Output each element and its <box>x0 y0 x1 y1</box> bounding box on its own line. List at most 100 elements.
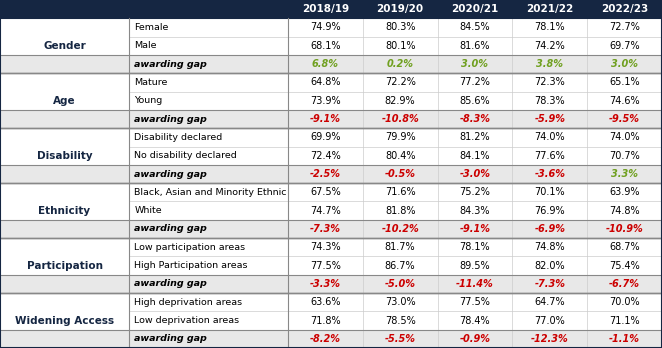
Text: 78.3%: 78.3% <box>534 96 565 106</box>
Text: -7.3%: -7.3% <box>310 224 341 234</box>
Text: -6.9%: -6.9% <box>534 224 565 234</box>
Bar <box>0 220 662 238</box>
Text: 72.4%: 72.4% <box>310 151 341 161</box>
Text: 77.2%: 77.2% <box>459 77 491 87</box>
Text: awarding gap: awarding gap <box>134 224 207 234</box>
Text: -0.9%: -0.9% <box>459 334 491 344</box>
Text: -8.3%: -8.3% <box>459 114 491 124</box>
Text: awarding gap: awarding gap <box>134 334 207 343</box>
Bar <box>129 37 662 55</box>
Text: 2022/23: 2022/23 <box>601 4 648 14</box>
Text: awarding gap: awarding gap <box>134 60 207 69</box>
Text: -1.1%: -1.1% <box>609 334 640 344</box>
Text: High deprivation areas: High deprivation areas <box>134 298 242 307</box>
Text: Participation: Participation <box>26 261 103 271</box>
Text: 78.4%: 78.4% <box>459 316 491 325</box>
Text: 67.5%: 67.5% <box>310 187 341 197</box>
Text: 68.7%: 68.7% <box>609 242 640 252</box>
Text: 64.8%: 64.8% <box>310 77 341 87</box>
Bar <box>0 110 662 128</box>
Text: 0.2%: 0.2% <box>387 59 414 69</box>
Text: -10.9%: -10.9% <box>606 224 643 234</box>
Bar <box>129 73 662 92</box>
Text: 74.0%: 74.0% <box>534 132 565 142</box>
Text: Ethnicity: Ethnicity <box>38 206 91 216</box>
Text: -10.8%: -10.8% <box>381 114 419 124</box>
Text: 77.6%: 77.6% <box>534 151 565 161</box>
Bar <box>129 293 662 311</box>
Text: 74.2%: 74.2% <box>534 41 565 51</box>
Text: Disability: Disability <box>36 151 93 161</box>
Text: 74.8%: 74.8% <box>609 206 640 216</box>
Text: 74.9%: 74.9% <box>310 23 341 32</box>
Text: 77.5%: 77.5% <box>459 297 491 307</box>
Text: 75.4%: 75.4% <box>609 261 640 271</box>
Text: 82.9%: 82.9% <box>385 96 416 106</box>
Text: Gender: Gender <box>43 41 86 51</box>
Text: Disability declared: Disability declared <box>134 133 222 142</box>
Text: -5.5%: -5.5% <box>385 334 416 344</box>
Text: 71.1%: 71.1% <box>609 316 640 325</box>
Text: awarding gap: awarding gap <box>134 169 207 179</box>
Text: 6.8%: 6.8% <box>312 59 339 69</box>
Text: 81.8%: 81.8% <box>385 206 416 216</box>
Bar <box>0 330 662 348</box>
Text: -12.3%: -12.3% <box>531 334 569 344</box>
Text: 72.3%: 72.3% <box>534 77 565 87</box>
Bar <box>129 183 662 201</box>
Text: 76.9%: 76.9% <box>534 206 565 216</box>
Bar <box>129 18 662 37</box>
Text: Young: Young <box>134 96 163 105</box>
Text: -3.3%: -3.3% <box>310 279 341 289</box>
Text: 71.6%: 71.6% <box>385 187 416 197</box>
Text: 2020/21: 2020/21 <box>451 4 498 14</box>
Bar <box>129 238 662 256</box>
Text: 70.0%: 70.0% <box>609 297 640 307</box>
Text: 63.9%: 63.9% <box>609 187 640 197</box>
Text: 3.8%: 3.8% <box>536 59 563 69</box>
Text: 80.4%: 80.4% <box>385 151 416 161</box>
Text: 63.6%: 63.6% <box>310 297 341 307</box>
Text: -11.4%: -11.4% <box>456 279 494 289</box>
Text: 74.7%: 74.7% <box>310 206 341 216</box>
Text: 72.2%: 72.2% <box>385 77 416 87</box>
Text: 78.1%: 78.1% <box>459 242 491 252</box>
Bar <box>129 92 662 110</box>
Text: 77.5%: 77.5% <box>310 261 341 271</box>
Text: Age: Age <box>53 96 76 106</box>
Text: 70.1%: 70.1% <box>534 187 565 197</box>
Text: 71.8%: 71.8% <box>310 316 341 325</box>
Text: White: White <box>134 206 162 215</box>
Text: 74.8%: 74.8% <box>534 242 565 252</box>
Text: awarding gap: awarding gap <box>134 114 207 124</box>
Bar <box>129 147 662 165</box>
Text: 84.5%: 84.5% <box>459 23 491 32</box>
Text: 77.0%: 77.0% <box>534 316 565 325</box>
Text: -3.0%: -3.0% <box>459 169 491 179</box>
Text: 86.7%: 86.7% <box>385 261 416 271</box>
Text: High Participation areas: High Participation areas <box>134 261 248 270</box>
Text: -9.1%: -9.1% <box>310 114 341 124</box>
Text: -9.5%: -9.5% <box>609 114 640 124</box>
Text: -6.7%: -6.7% <box>609 279 640 289</box>
Text: 2021/22: 2021/22 <box>526 4 573 14</box>
Text: 3.0%: 3.0% <box>611 59 638 69</box>
Text: 2019/20: 2019/20 <box>377 4 424 14</box>
Text: Black, Asian and Minority Ethnic: Black, Asian and Minority Ethnic <box>134 188 287 197</box>
Text: 69.9%: 69.9% <box>310 132 341 142</box>
Text: 81.2%: 81.2% <box>459 132 491 142</box>
Bar <box>0 55 662 73</box>
Text: -0.5%: -0.5% <box>385 169 416 179</box>
Bar <box>0 0 662 18</box>
Text: 89.5%: 89.5% <box>459 261 491 271</box>
Text: 80.1%: 80.1% <box>385 41 416 51</box>
Text: -5.0%: -5.0% <box>385 279 416 289</box>
Text: 64.7%: 64.7% <box>534 297 565 307</box>
Text: 82.0%: 82.0% <box>534 261 565 271</box>
Text: 68.1%: 68.1% <box>310 41 341 51</box>
Text: -2.5%: -2.5% <box>310 169 341 179</box>
Text: Female: Female <box>134 23 169 32</box>
Text: 73.9%: 73.9% <box>310 96 341 106</box>
Text: No disability declared: No disability declared <box>134 151 237 160</box>
Text: 65.1%: 65.1% <box>609 77 640 87</box>
